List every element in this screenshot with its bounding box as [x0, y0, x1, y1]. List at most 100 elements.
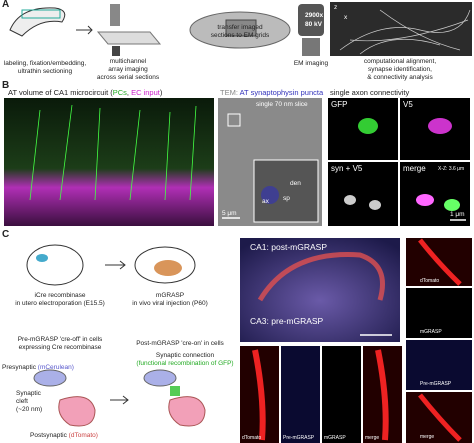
title-part: PCs	[112, 88, 127, 97]
title-part: AT volume of CA1 microcircuit (	[8, 88, 113, 97]
panel-label: B	[2, 80, 10, 91]
title-part: AT synaptophysin puncta	[239, 88, 324, 97]
channel-label: dTomato	[242, 435, 262, 441]
merge-bouton	[416, 194, 434, 206]
step-text: EM imaging	[293, 60, 329, 67]
brain-sketch	[9, 7, 66, 37]
postsynaptic-spine	[168, 396, 206, 427]
grid-slot	[225, 19, 257, 37]
step-text: labeling, fixation/embedding,	[3, 60, 87, 67]
label-part: Postsynaptic	[30, 432, 69, 439]
em-device	[298, 4, 324, 36]
step-text: synapse identification,	[368, 66, 432, 73]
zoom-box	[227, 113, 241, 127]
syn-punctum	[344, 195, 356, 205]
sample	[112, 46, 120, 56]
neurites	[339, 9, 471, 55]
presynaptic-terminal	[33, 369, 67, 387]
postsynaptic-label: Postsynaptic (dTomato)	[30, 432, 98, 440]
axis-label: x	[344, 14, 348, 21]
label-part: (mCerulean)	[37, 364, 74, 371]
axis-label: z	[334, 4, 338, 11]
step-text: array imaging	[108, 66, 148, 73]
channel-label: GFP	[331, 100, 348, 109]
presynaptic-terminal	[143, 369, 177, 387]
channel-label: Pre-mGRASP	[420, 381, 452, 387]
channel-label: Pre-mGRASP	[283, 435, 315, 441]
step-text: in utero electroporation (E15.5)	[15, 300, 105, 307]
dendrite	[375, 349, 389, 441]
mgrasp-panel	[406, 288, 472, 338]
arrow	[76, 25, 93, 35]
scale-label: 1 μm	[450, 211, 465, 218]
injection-site	[36, 254, 48, 262]
step-text: mGRASP	[155, 292, 185, 299]
panel-label: A	[2, 0, 10, 10]
region-label: CA1: post-mGRASP	[250, 242, 327, 252]
step-text: in vivo viral injection (P60)	[132, 300, 208, 307]
panel-label: C	[2, 229, 10, 240]
ca1-layer	[257, 252, 385, 302]
pre-mgrasp-panel	[406, 340, 472, 390]
syn-v5-panel	[328, 162, 398, 226]
em-setting: 2900x	[305, 12, 324, 19]
title-part: ,	[126, 88, 132, 97]
channel-label: merge	[420, 434, 435, 440]
step-text: computational alignment,	[363, 58, 437, 65]
microscope	[110, 4, 120, 26]
em-reconstruction	[330, 2, 472, 56]
connection-text: (functional recombination of GFP)	[136, 360, 234, 367]
cleft-label: Synaptic	[16, 390, 41, 397]
at-volume-image	[4, 98, 214, 226]
step-text: across serial sections	[96, 74, 160, 81]
inset-label: den	[290, 180, 301, 187]
postsynaptic-spine	[58, 396, 96, 427]
embryo-sketch	[26, 244, 84, 286]
dendrite	[418, 238, 462, 286]
puncta	[261, 186, 279, 204]
label-part: (dTomato)	[68, 432, 98, 439]
connection-text: Synaptic connection	[155, 352, 215, 359]
step-text: iCre recombinase	[34, 292, 86, 299]
cleft-label: cleft	[16, 398, 28, 405]
section-title: Pre-mGRASP 'cre-off' in cells	[17, 336, 103, 343]
arrow	[105, 260, 126, 270]
label-part: Presynaptic	[2, 364, 38, 371]
dendrite	[418, 393, 462, 442]
section-title: expressing Cre recombinase	[18, 344, 102, 351]
region-label: CA3: pre-mGRASP	[250, 316, 324, 326]
pyramidal-cells	[29, 104, 197, 201]
channel-label: mGRASP	[324, 435, 346, 441]
arrow	[110, 395, 129, 405]
syn-punctum	[369, 200, 381, 210]
cleft-label: (~20 nm)	[16, 406, 43, 413]
channel-label: V5	[403, 100, 413, 109]
panel-title: single axon connectivity	[330, 88, 410, 97]
gfp-reconstitution	[170, 386, 180, 396]
panel-title: TEM: AT synaptophysin puncta	[220, 89, 323, 97]
pre-mgrasp-panel	[281, 346, 320, 443]
panel-title: AT volume of CA1 microcircuit (PCs, EC i…	[8, 89, 162, 97]
step-text: sections to EM grids	[210, 32, 270, 39]
dendrite	[252, 349, 266, 441]
channel-label: merge	[403, 164, 426, 173]
title-part: TEM:	[220, 88, 240, 97]
mgrasp-panel	[322, 346, 361, 443]
xz-label: X-Z: 3.6 μm	[438, 166, 465, 172]
merge-bouton	[444, 199, 460, 211]
slice-label: single 70 nm slice	[256, 101, 308, 108]
step-text: ultrathin sectioning	[17, 68, 73, 75]
inset-label: ax	[262, 198, 269, 205]
em-base	[302, 38, 320, 56]
step-text: multichannel	[109, 58, 147, 65]
section-box	[21, 9, 61, 19]
step-text: transfer imaged	[217, 24, 263, 31]
v5-bouton	[428, 118, 452, 134]
title-part: EC input	[131, 88, 160, 97]
channel-label: merge	[365, 435, 380, 441]
slide	[96, 31, 162, 45]
channel-label: mGRASP	[420, 329, 442, 335]
em-setting: 80 kV	[305, 21, 322, 28]
